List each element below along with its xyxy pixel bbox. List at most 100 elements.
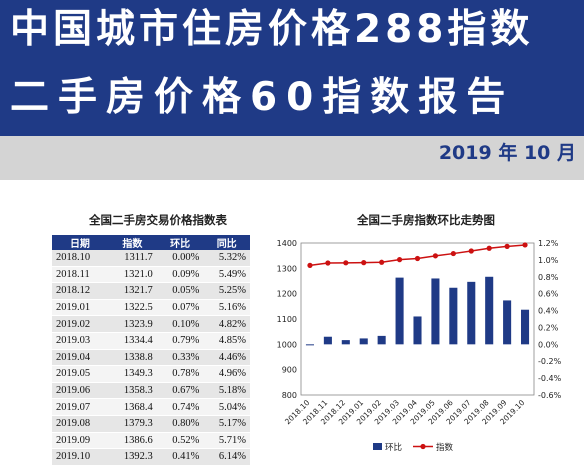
- table-row: 2018.11 1321.0 0.09% 5.49%: [52, 266, 250, 284]
- table-row: 2019.05 1349.3 0.78% 4.96%: [52, 365, 250, 383]
- cell-yoy: 4.96%: [203, 365, 250, 383]
- cell-date: 2019.02: [52, 315, 108, 333]
- cell-index: 1321.0: [107, 266, 157, 284]
- legend-mom-swatch: [373, 443, 382, 450]
- report-title-line1: 中国城市住房价格288指数: [10, 7, 534, 52]
- plot-area: [300, 242, 535, 396]
- bar-mom: [431, 278, 440, 345]
- table-row: 2019.08 1379.3 0.80% 5.17%: [52, 415, 250, 433]
- y-right-tick-label: 0.4%: [538, 307, 559, 316]
- cell-index: 1379.3: [107, 415, 157, 433]
- cell-date: 2019.05: [52, 365, 108, 383]
- cell-index: 1334.4: [107, 332, 157, 350]
- index-point: [379, 259, 385, 265]
- cell-index: 1349.3: [107, 365, 157, 383]
- bar-mom: [323, 336, 332, 345]
- y-right-tick-label: 0.8%: [538, 273, 559, 282]
- cell-date: 2019.03: [52, 332, 108, 350]
- cell-date: 2018.11: [52, 266, 108, 284]
- bar-mom: [485, 276, 494, 345]
- legend-mom-label: 环比: [385, 442, 402, 453]
- cell-mom: 0.05%: [156, 282, 204, 300]
- y-left-tick-label: 1000: [277, 340, 297, 349]
- y-left-tick-label: 800: [282, 391, 297, 400]
- cell-date: 2019.04: [52, 349, 108, 367]
- mom-trend-chart: 1400 1300 1200 1100 1000 900 800 1.2% 1.0% 0.8% 0.…: [277, 239, 562, 453]
- bar-mom: [377, 335, 386, 345]
- bar-mom: [413, 316, 422, 345]
- cell-index: 1358.3: [107, 382, 157, 400]
- legend-index-marker: [420, 443, 426, 450]
- y-left-tick-label: 900: [282, 366, 297, 375]
- index-point: [396, 257, 403, 263]
- table-row: 2019.06 1358.3 0.67% 5.18%: [52, 382, 250, 400]
- report-title-line2: 二手房价格60指数报告: [10, 75, 515, 120]
- cell-index: 1338.8: [107, 349, 157, 367]
- legend-index-label: 指数: [436, 442, 454, 453]
- table-row: 2019.03 1334.4 0.79% 4.85%: [52, 332, 250, 350]
- cell-date: 2019.10: [52, 448, 108, 466]
- cell-yoy: 4.82%: [203, 315, 250, 333]
- index-point: [343, 260, 349, 266]
- cell-mom: 0.07%: [156, 299, 204, 317]
- index-point: [361, 260, 367, 266]
- table-row: 2019.04 1338.8 0.33% 4.46%: [52, 349, 250, 367]
- y-right-tick-label: 1.0%: [538, 256, 559, 265]
- cell-yoy: 5.49%: [203, 266, 250, 284]
- table-row: 2019.02 1323.9 0.10% 4.82%: [52, 315, 250, 333]
- index-point: [414, 255, 421, 262]
- index-point: [504, 243, 510, 249]
- cell-yoy: 5.16%: [203, 299, 250, 317]
- table-row: 2018.10 1311.7 0.00% 5.32%: [52, 250, 250, 267]
- bar-mom: [449, 287, 458, 345]
- cell-index: 1368.4: [107, 398, 157, 416]
- y-right-tick-label: 0.2%: [538, 323, 559, 332]
- cell-mom: 0.33%: [156, 349, 204, 367]
- cell-yoy: 4.85%: [203, 332, 250, 350]
- bar-mom: [395, 277, 404, 345]
- cell-mom: 0.00%: [156, 250, 204, 267]
- table-row: 2019.01 1322.5 0.07% 5.16%: [52, 299, 250, 317]
- cell-mom: 0.41%: [156, 448, 204, 466]
- table-header-row: 日期 指数 环比 同比: [52, 235, 250, 250]
- index-point: [450, 250, 456, 257]
- header-date: 日期: [52, 235, 108, 250]
- table-row: 2019.07 1368.4 0.74% 5.04%: [52, 398, 250, 416]
- bar-mom: [503, 300, 512, 345]
- cell-mom: 0.78%: [156, 365, 204, 383]
- index-point: [325, 260, 331, 266]
- report-date: 2019 年 10 月: [438, 142, 576, 164]
- cell-mom: 0.67%: [156, 382, 204, 400]
- cell-yoy: 5.71%: [203, 432, 250, 450]
- y-right-tick-label: -0.4%: [538, 374, 562, 383]
- index-table: 日期 指数 环比 同比 2018.10 1311.7 0.00% 5.32% 2018.…: [52, 235, 250, 466]
- cell-yoy: 5.18%: [203, 382, 250, 400]
- cell-mom: 0.80%: [156, 415, 204, 433]
- y-left-tick-label: 1300: [277, 264, 297, 273]
- index-point: [432, 253, 439, 259]
- date-band: [0, 136, 584, 180]
- y-right-tick-label: 0.0%: [538, 340, 559, 349]
- cell-index: 1311.7: [107, 250, 157, 267]
- cell-index: 1392.3: [107, 448, 157, 466]
- bar-mom: [305, 344, 314, 346]
- cell-index: 1323.9: [107, 315, 157, 333]
- header-yoy: 同比: [203, 235, 250, 250]
- chart-title: 全国二手房指数环比走势图: [357, 213, 495, 227]
- table-row: 2018.12 1321.7 0.05% 5.25%: [52, 282, 250, 300]
- cell-mom: 0.10%: [156, 315, 204, 333]
- index-point: [468, 248, 474, 254]
- table-row: 2019.10 1392.3 0.41% 6.14%: [52, 448, 250, 466]
- index-point: [307, 262, 313, 268]
- cell-date: 2019.01: [52, 299, 108, 317]
- cell-date: 2019.07: [52, 398, 108, 416]
- cell-mom: 0.74%: [156, 398, 204, 416]
- y-left-tick-label: 1100: [277, 315, 297, 324]
- bar-mom: [359, 338, 368, 345]
- cell-date: 2018.12: [52, 282, 108, 300]
- index-point: [522, 242, 528, 248]
- cell-mom: 0.09%: [156, 266, 204, 284]
- cell-mom: 0.79%: [156, 332, 204, 350]
- cell-yoy: 4.46%: [203, 349, 250, 367]
- bar-mom: [467, 281, 476, 345]
